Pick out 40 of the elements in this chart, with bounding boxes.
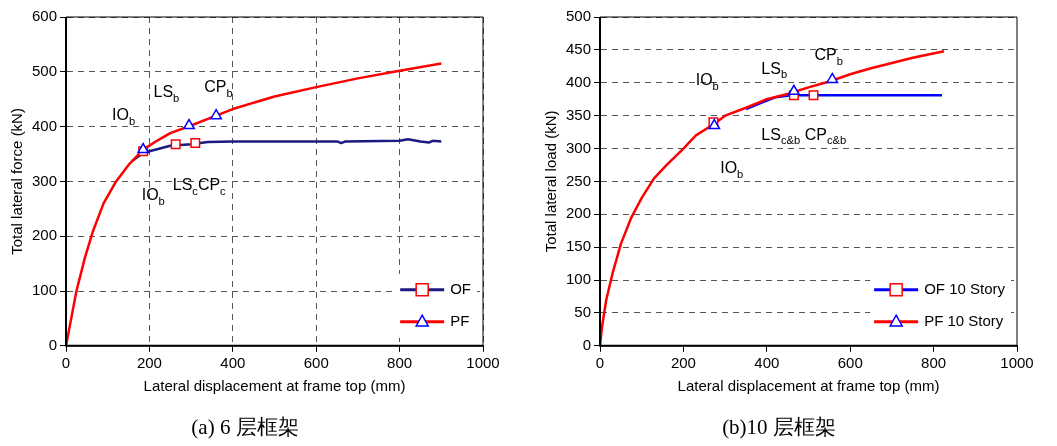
- y-tick-label: 0: [48, 335, 58, 353]
- x-tick-label: 0: [61, 353, 71, 371]
- x-axis-title: Lateral displacement at frame top (mm): [143, 376, 406, 394]
- y-tick-label: 350: [566, 105, 592, 123]
- x-tick-label: 400: [220, 353, 246, 371]
- y-axis-title: Total lateral force (kN): [8, 108, 26, 255]
- x-tick-label: 400: [754, 353, 780, 371]
- x-tick-label: 1000: [466, 353, 500, 371]
- y-tick-label: 500: [32, 61, 58, 79]
- legend-label: PF 10 Story: [924, 311, 1004, 329]
- x-tick-label: 600: [303, 353, 329, 371]
- y-tick-label: 400: [32, 116, 58, 134]
- y-tick-label: 200: [32, 226, 58, 244]
- text: (b)10 层框架: [722, 414, 836, 439]
- y-tick-label: 600: [32, 7, 58, 25]
- x-tick-label: 0: [595, 353, 605, 371]
- y-tick-label: 450: [566, 40, 592, 58]
- legend-label: OF 10 Story: [924, 279, 1006, 297]
- legend-label: PF: [450, 311, 470, 329]
- y-tick-label: 500: [566, 7, 592, 25]
- y-tick-label: 0: [582, 335, 592, 353]
- x-tick-label: 800: [387, 353, 413, 371]
- y-axis-title: Total lateral load (kN): [542, 110, 560, 253]
- x-tick-label: 1000: [1000, 353, 1034, 371]
- x-axis-title: Lateral displacement at frame top (mm): [677, 376, 940, 394]
- x-tick-label: 200: [670, 353, 696, 371]
- x-tick-label: 200: [136, 353, 162, 371]
- y-tick-label: 200: [566, 204, 592, 222]
- y-tick-label: 100: [566, 270, 592, 288]
- y-tick-label: 300: [566, 138, 592, 156]
- x-tick-label: 800: [921, 353, 947, 371]
- y-tick-label: 250: [566, 171, 592, 189]
- text: (a) 6 层框架: [191, 414, 299, 439]
- y-tick-label: 100: [32, 281, 58, 299]
- y-tick-label: 150: [566, 237, 592, 255]
- y-tick-label: 400: [566, 72, 592, 90]
- x-tick-label: 600: [837, 353, 863, 371]
- y-tick-label: 50: [574, 303, 592, 321]
- y-tick-label: 300: [32, 171, 58, 189]
- legend-label: OF: [450, 279, 472, 297]
